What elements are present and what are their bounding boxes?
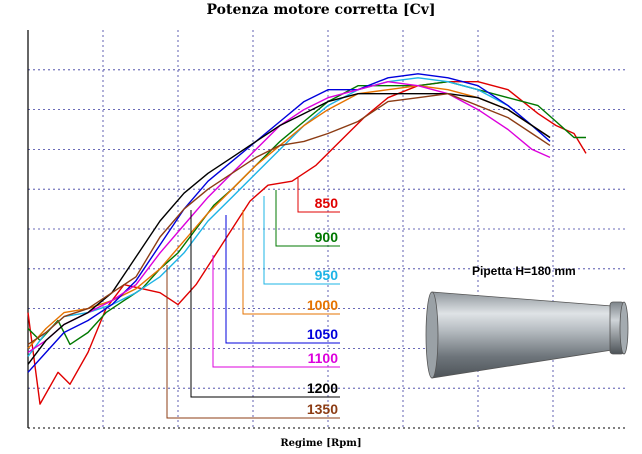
legend-label-1350: 1350: [307, 401, 338, 417]
series-line-1200: [27, 93, 551, 365]
callout-leader-950: [263, 196, 340, 285]
pipe-image: [425, 291, 629, 379]
callout-leader-1200: [190, 210, 340, 398]
series-line-850: [27, 81, 587, 405]
legend-label-1000: 1000: [307, 297, 338, 313]
series-line-1000: [27, 85, 551, 349]
callout-leader-1000: [242, 210, 340, 315]
callout-leader-1050: [225, 215, 340, 344]
series-line-1050: [27, 73, 551, 373]
series-line-1350: [27, 93, 551, 345]
series-callouts: 850 900 950 1000 1050 1100 1200 1350: [166, 178, 340, 419]
callout-leader-1100: [212, 255, 340, 368]
series-line-1100: [27, 81, 551, 353]
x-axis-label: Regime [Rpm]: [280, 438, 362, 449]
callout-leader-900: [275, 190, 340, 247]
callout-leader-1350: [166, 265, 340, 419]
legend-label-1100: 1100: [308, 350, 339, 366]
series-line-950: [27, 77, 551, 357]
legend-label-900: 900: [315, 229, 339, 245]
chart-title: Potenza motore corretta [Cv]: [206, 2, 436, 18]
legend-label-850: 850: [315, 195, 339, 211]
legend-label-950: 950: [315, 267, 339, 283]
legend-label-1200: 1200: [307, 380, 338, 396]
legend-label-1050: 1050: [307, 326, 338, 342]
series-lines: [27, 73, 587, 405]
inset-label: Pipetta H=180 mm: [472, 264, 576, 278]
callout-leader-850: [297, 178, 340, 213]
